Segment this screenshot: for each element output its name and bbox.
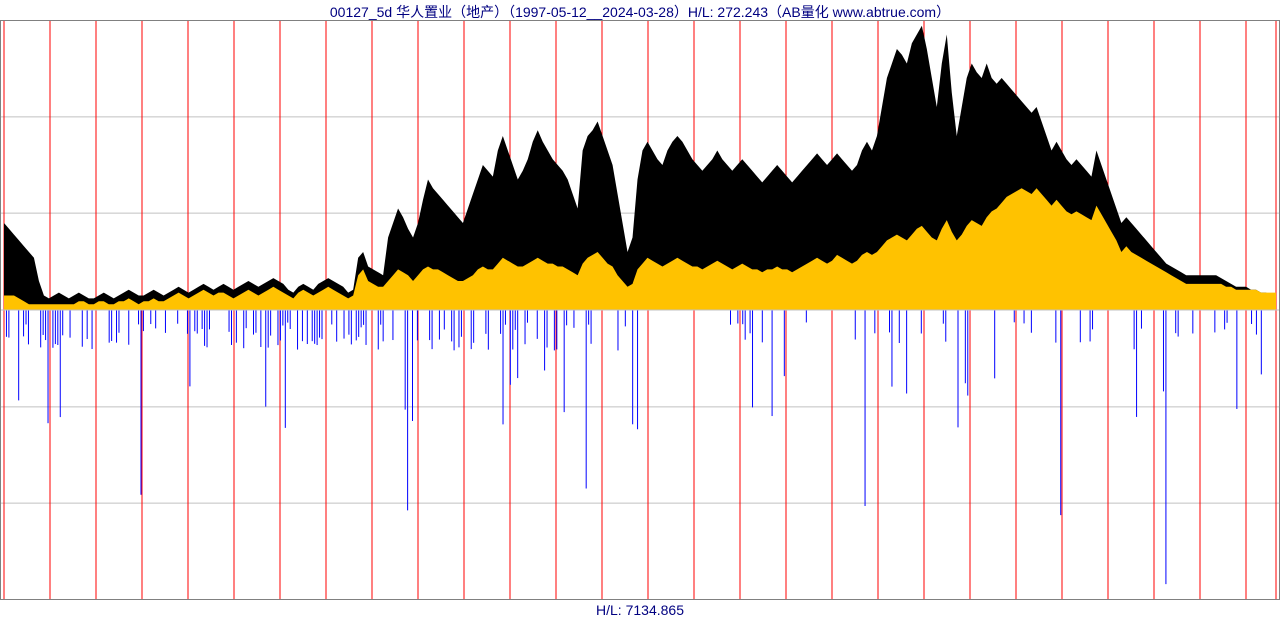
chart-title: 00127_5d 华人置业（地产）（1997-05-12__2024-03-28… <box>0 2 1280 22</box>
stock-chart: 00127_5d 华人置业（地产）（1997-05-12__2024-03-28… <box>0 0 1280 620</box>
chart-footer: H/L: 7134.865 <box>0 602 1280 618</box>
chart-canvas <box>0 20 1280 600</box>
